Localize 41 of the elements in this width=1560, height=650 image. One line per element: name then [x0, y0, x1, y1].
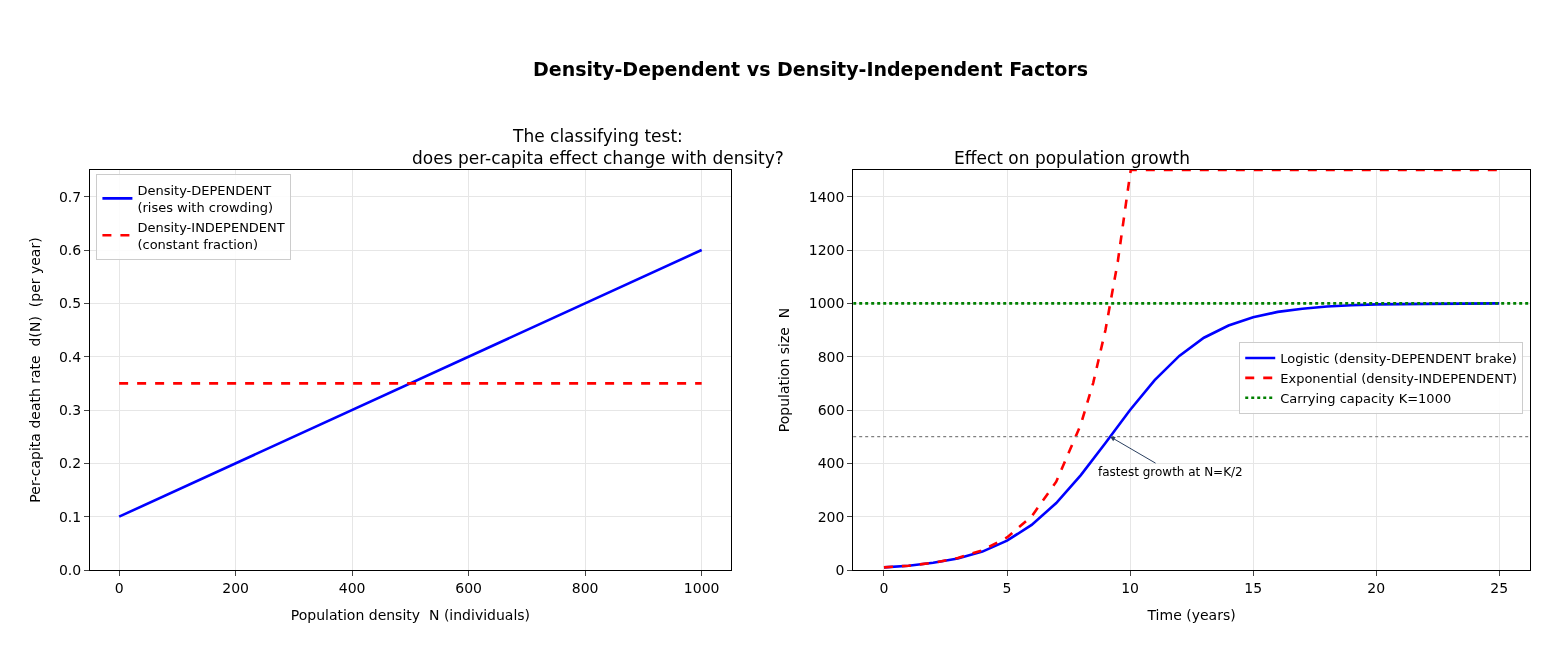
y-tick-label: 800 — [817, 348, 845, 365]
legend-label: Carrying capacity K=1000 — [1280, 390, 1452, 406]
y-axis-title: Population size N — [776, 307, 793, 433]
annotation: fastest growth at N=K/2 — [1098, 465, 1243, 479]
text: Density-Dependent vs Density-Independent Factors — [533, 58, 1088, 80]
x-tick-label: 0 — [879, 579, 889, 596]
x-tick-label: 600 — [455, 579, 483, 596]
x-tick-label: 400 — [338, 579, 366, 596]
chart-title: Effect on population growth — [954, 148, 1190, 168]
y-tick-label: 600 — [817, 401, 845, 418]
y-tick-label: 0.3 — [58, 401, 82, 418]
y-tick-label: 200 — [817, 508, 845, 525]
chart-title: The classifying test: does per-capita effect change with density? — [412, 126, 784, 169]
x-tick-label: 20 — [1367, 579, 1386, 596]
y-tick-label: 1200 — [808, 241, 845, 258]
x-tick-label: 10 — [1121, 579, 1139, 596]
x-tick-label: 800 — [571, 579, 599, 596]
y-tick-label: 1000 — [808, 295, 845, 312]
y-tick-label: 0.0 — [58, 561, 82, 578]
legend-label: Exponential (density-INDEPENDENT) — [1280, 370, 1517, 386]
y-tick-label: 0.5 — [58, 295, 82, 312]
y-tick-label: 0 — [835, 561, 845, 578]
x-tick-label: 200 — [222, 579, 250, 596]
x-tick-label: 1000 — [683, 579, 720, 596]
x-tick-label: 15 — [1244, 579, 1263, 596]
legend-label: Density-DEPENDENT (rises with crowding) — [137, 183, 274, 215]
y-tick-label: 0.1 — [58, 508, 82, 525]
x-tick-label: 0 — [114, 579, 124, 596]
x-axis-title: Population density N (individuals) — [290, 607, 531, 624]
legend-label: Density-INDEPENDENT (constant fraction) — [137, 219, 285, 252]
y-tick-label: 0.4 — [58, 348, 82, 365]
y-tick-label: 1400 — [808, 188, 845, 205]
x-axis-title: Time (years) — [1146, 607, 1236, 624]
y-tick-label: 0.6 — [58, 241, 82, 258]
y-tick-label: 0.2 — [58, 455, 82, 472]
x-tick-label: 5 — [1002, 579, 1012, 596]
y-tick-label: 0.7 — [58, 188, 82, 205]
legend-label: Logistic (density-DEPENDENT brake) — [1280, 351, 1517, 367]
x-tick-label: 25 — [1490, 579, 1509, 596]
y-tick-label: 400 — [817, 455, 845, 472]
y-axis-title: Per-capita death rate d(N) (per year) — [26, 237, 43, 503]
